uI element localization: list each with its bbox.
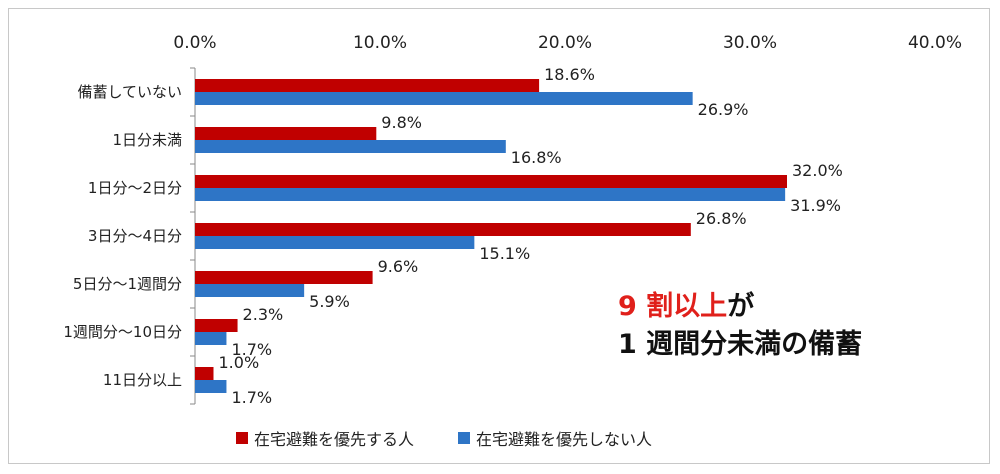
- bar-series-1: [195, 271, 373, 284]
- bar-series-2: [195, 188, 786, 201]
- category-label: 1日分未満: [112, 131, 182, 149]
- data-label: 9.8%: [381, 113, 422, 132]
- category-label: 1週間分～10日分: [63, 323, 182, 341]
- data-label: 32.0%: [792, 161, 843, 180]
- x-tick-label: 20.0%: [538, 33, 592, 53]
- category-label: 1日分～2日分: [88, 179, 182, 197]
- bar-series-2: [195, 332, 227, 345]
- data-label: 26.9%: [698, 100, 749, 119]
- bar-series-2: [195, 140, 506, 153]
- legend-swatch-series-1: [236, 432, 248, 444]
- bar-series-1: [195, 175, 787, 188]
- bar-series-2: [195, 92, 693, 105]
- callout-line1-rest: が: [727, 291, 755, 322]
- data-label: 15.1%: [479, 244, 530, 263]
- data-label: 1.7%: [231, 388, 272, 407]
- category-label: 11日分以上: [103, 371, 182, 389]
- callout-annotation: 9 割以上が 1 週間分未満の備蓄: [618, 288, 862, 364]
- category-label: 5日分～1週間分: [73, 275, 182, 293]
- legend-item-series-2: 在宅避難を優先しない人: [458, 426, 652, 450]
- data-label: 5.9%: [309, 292, 350, 311]
- data-label: 9.6%: [378, 257, 419, 276]
- legend-item-series-1: 在宅避難を優先する人: [236, 426, 414, 450]
- x-tick-label: 30.0%: [723, 33, 777, 53]
- category-label: 3日分～4日分: [88, 227, 182, 245]
- data-label: 26.8%: [696, 209, 747, 228]
- data-label: 2.3%: [243, 305, 284, 324]
- data-label: 1.7%: [231, 340, 272, 359]
- x-tick-label: 10.0%: [353, 33, 407, 53]
- bar-series-2: [195, 236, 475, 249]
- bar-series-1: [195, 319, 238, 332]
- legend-swatch-series-2: [458, 432, 471, 444]
- bar-series-2: [195, 380, 227, 393]
- legend-label-series-2: 在宅避難を優先しない人: [476, 430, 653, 449]
- bar-series-1: [195, 367, 214, 380]
- data-label: 1.0%: [219, 353, 260, 372]
- data-label: 18.6%: [544, 65, 595, 84]
- legend: 在宅避難を優先する人 在宅避難を優先しない人: [236, 426, 652, 450]
- bar-series-1: [195, 223, 691, 236]
- bar-series-1: [195, 127, 377, 140]
- bar-series-1: [195, 79, 540, 92]
- legend-label-series-1: 在宅避難を優先する人: [254, 430, 415, 449]
- callout-highlight: 9 割以上: [618, 291, 728, 322]
- x-tick-label: 0.0%: [173, 33, 216, 53]
- data-label: 16.8%: [511, 148, 562, 167]
- category-label: 備蓄していない: [77, 83, 182, 101]
- bar-series-2: [195, 284, 305, 297]
- x-tick-label: 40.0%: [908, 33, 962, 53]
- data-label: 31.9%: [790, 196, 841, 215]
- callout-line2: 1 週間分未満の備蓄: [618, 329, 863, 360]
